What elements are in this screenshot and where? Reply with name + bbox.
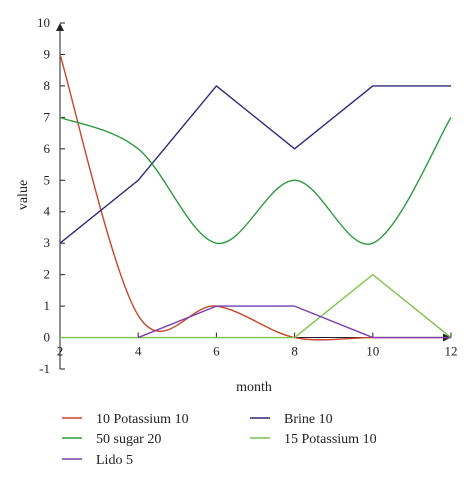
y-tick-label: 7 — [44, 109, 51, 124]
series-line-3 — [60, 273, 452, 339]
x-axis: 2 4 6 8 10 12 — [57, 332, 458, 359]
y-tick-label: 4 — [44, 204, 51, 219]
y-tick-label: 8 — [44, 78, 51, 93]
series-line-1 — [59, 85, 451, 244]
legend-label: 15 Potassium 10 — [284, 432, 377, 447]
legend-label: 10 Potassium 10 — [96, 412, 189, 427]
series-layer — [59, 54, 452, 341]
legend: 10 Potassium 10 Brine 10 50 sugar 20 15 Pot… — [62, 412, 377, 468]
series-line-2 — [59, 116, 452, 245]
y-tick-label: 9 — [44, 46, 51, 61]
y-axis: -1 0 1 2 3 4 5 6 7 8 9 10 — [37, 15, 65, 376]
y-tick-label: 6 — [44, 141, 51, 156]
x-tick-label: 4 — [135, 344, 142, 359]
y-tick-label: 1 — [44, 298, 51, 313]
y-tick-label: 2 — [44, 267, 51, 282]
y-tick-label: 10 — [37, 15, 50, 30]
legend-label: 50 sugar 20 — [96, 432, 161, 447]
x-tick-label: 8 — [291, 344, 298, 359]
y-tick-label: -1 — [39, 361, 50, 376]
legend-label: Lido 5 — [96, 453, 133, 468]
x-tick-label: 2 — [57, 344, 64, 359]
x-axis-title: month — [236, 380, 272, 395]
x-tick-label: 12 — [445, 344, 458, 359]
series-line-4 — [137, 305, 451, 339]
y-tick-label: 5 — [44, 172, 51, 187]
x-tick-label: 6 — [213, 344, 220, 359]
series-line-0 — [59, 54, 451, 341]
y-tick-label: 0 — [44, 330, 51, 345]
legend-label: Brine 10 — [284, 412, 333, 427]
y-axis-title: value — [16, 180, 31, 210]
x-tick-label: 10 — [366, 344, 379, 359]
y-tick-label: 3 — [44, 235, 51, 250]
y-axis-arrow — [56, 23, 64, 31]
